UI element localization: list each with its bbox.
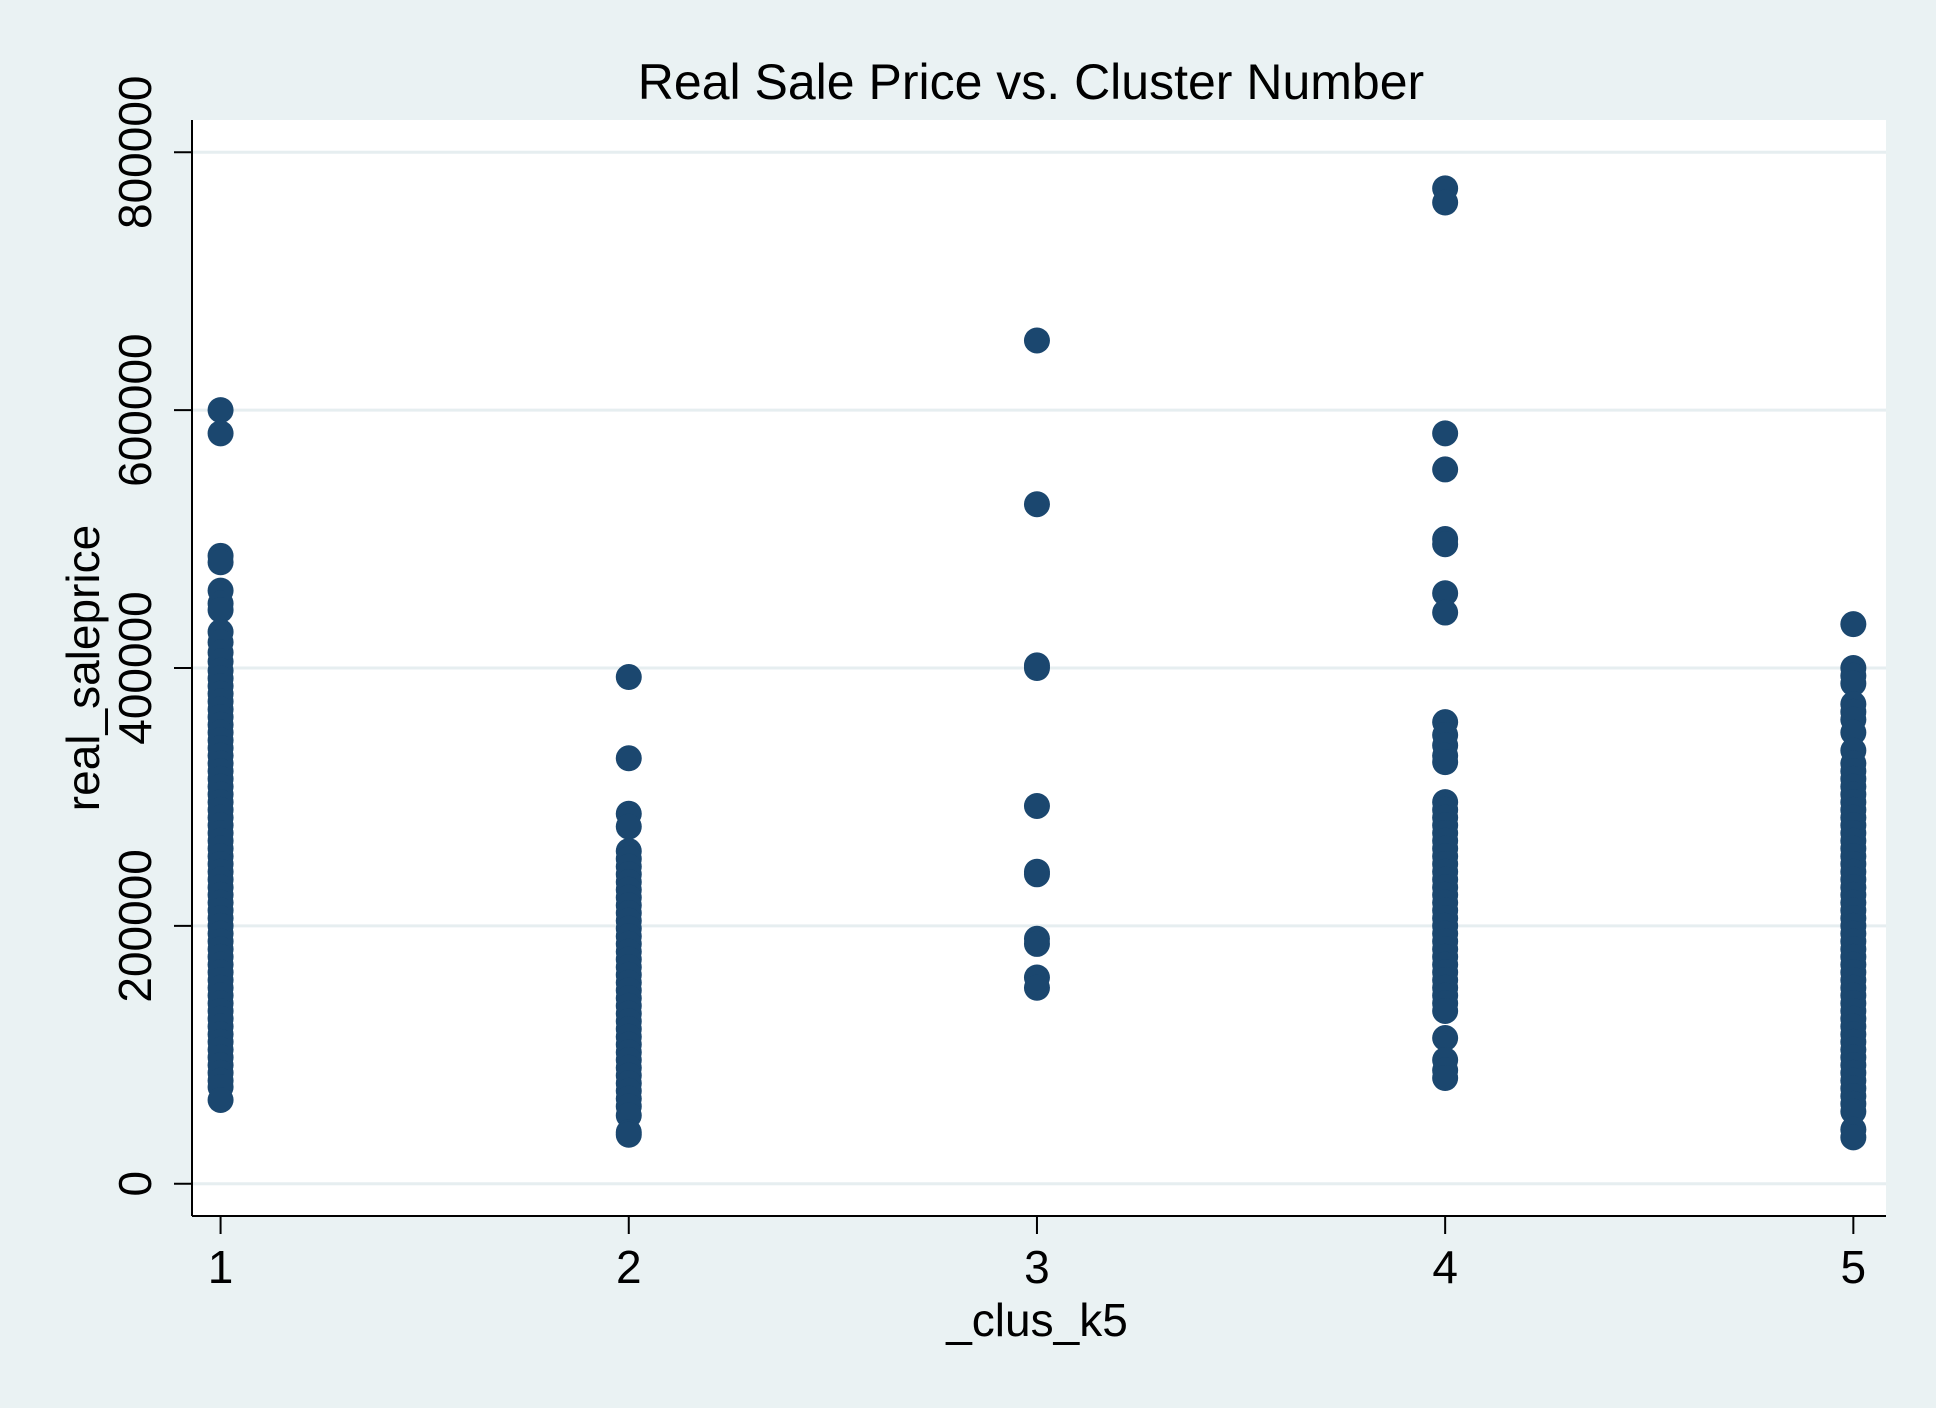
data-point bbox=[1023, 655, 1050, 681]
x-axis-label: _clus_k5 bbox=[945, 1294, 1128, 1346]
data-point bbox=[1023, 327, 1050, 354]
y-axis-ticks: 0 200000 400000 600000 800000 bbox=[109, 75, 192, 1197]
data-point bbox=[1023, 491, 1050, 518]
data-point bbox=[1432, 456, 1459, 483]
data-point bbox=[207, 397, 234, 424]
data-point bbox=[1840, 611, 1867, 638]
y-tick-label: 400000 bbox=[109, 591, 161, 745]
x-tick-label: 2 bbox=[616, 1241, 642, 1293]
data-points bbox=[207, 175, 1867, 1151]
data-point bbox=[1840, 1098, 1867, 1125]
data-point bbox=[1023, 861, 1050, 888]
data-point bbox=[1432, 1025, 1459, 1052]
data-point bbox=[1432, 599, 1459, 626]
x-tick-label: 3 bbox=[1024, 1241, 1050, 1293]
data-point bbox=[1432, 420, 1459, 447]
data-point bbox=[1432, 531, 1459, 558]
data-point bbox=[1023, 930, 1050, 957]
x-tick-label: 1 bbox=[208, 1241, 234, 1293]
data-point bbox=[1023, 792, 1050, 819]
data-point bbox=[1432, 580, 1459, 607]
data-point bbox=[615, 1121, 642, 1148]
data-point bbox=[1432, 189, 1459, 216]
data-point bbox=[615, 664, 642, 691]
data-point bbox=[1840, 670, 1867, 697]
data-point bbox=[207, 549, 234, 576]
data-point bbox=[207, 1086, 234, 1113]
data-point bbox=[207, 420, 234, 447]
y-tick-label: 200000 bbox=[109, 849, 161, 1003]
data-point bbox=[1432, 1065, 1459, 1092]
data-point bbox=[1432, 997, 1459, 1024]
y-tick-label: 600000 bbox=[109, 333, 161, 487]
data-point bbox=[1840, 1124, 1867, 1151]
x-axis-ticks: 1 2 3 4 5 bbox=[208, 1216, 1866, 1293]
data-point bbox=[1023, 974, 1050, 1001]
data-point bbox=[207, 596, 234, 623]
x-tick-label: 5 bbox=[1841, 1241, 1867, 1293]
data-point bbox=[615, 745, 642, 772]
data-point bbox=[1432, 749, 1459, 776]
y-axis-label: real_saleprice bbox=[57, 525, 109, 811]
data-point bbox=[1840, 719, 1867, 746]
data-point bbox=[615, 813, 642, 840]
x-tick-label: 4 bbox=[1432, 1241, 1458, 1293]
y-tick-label: 800000 bbox=[109, 75, 161, 229]
chart-title: Real Sale Price vs. Cluster Number bbox=[638, 54, 1424, 110]
y-tick-label: 0 bbox=[109, 1171, 161, 1197]
